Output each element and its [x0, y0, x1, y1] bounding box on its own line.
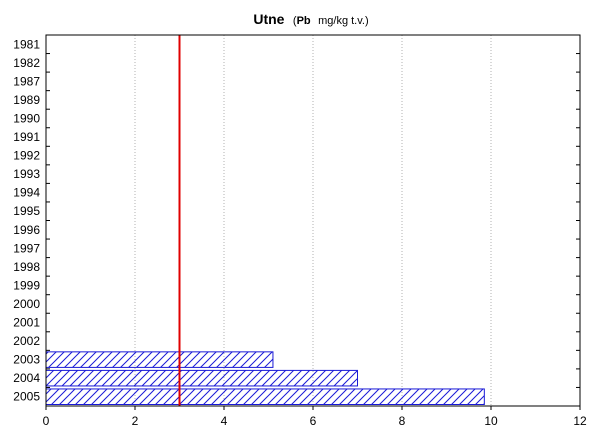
y-tick-label: 2001: [13, 316, 40, 330]
y-tick-label: 1992: [13, 149, 40, 163]
chart-title-unit: mg/kg t.v.): [318, 15, 369, 27]
y-tick-label: 2003: [13, 353, 40, 367]
y-tick-label: 1991: [13, 130, 40, 144]
y-tick-label: 1995: [13, 204, 40, 218]
y-tick-label: 1997: [13, 241, 40, 255]
y-axis-labels: 1981 1982 1987 1989 1990 1991 1992 1993 1994 1995…: [13, 37, 580, 404]
chart-title-element: Pb: [297, 15, 311, 27]
x-tick-label: 4: [221, 414, 228, 426]
chart-title-station: Utne: [253, 11, 284, 27]
y-tick-label: 2002: [13, 334, 40, 348]
grid: [134, 35, 492, 406]
y-tick-label: 2005: [13, 390, 40, 404]
bars: [45, 351, 485, 406]
y-tick-label: 1996: [13, 223, 40, 237]
x-tick-label: 6: [310, 414, 317, 426]
chart-title: Utne (Pb mg/kg t.v.): [253, 11, 368, 28]
x-tick-label: 2: [132, 414, 139, 426]
y-tick-label: 1982: [13, 56, 40, 70]
y-tick-label: 1990: [13, 111, 40, 125]
y-tick-label: 1994: [13, 186, 40, 200]
y-tick-label: 1999: [13, 278, 40, 292]
chart-title-paren: (: [293, 15, 297, 27]
y-tick-label: 2000: [13, 297, 40, 311]
bar-2004: [45, 369, 358, 387]
y-tick-label: 1981: [13, 37, 40, 51]
y-tick-label: 1998: [13, 260, 40, 274]
y-tick-label: 1987: [13, 74, 40, 88]
y-tick-label: 1989: [13, 93, 40, 107]
bar-2005: [45, 388, 485, 406]
x-tick-label: 8: [399, 414, 406, 426]
bar-2003: [45, 351, 274, 368]
y-tick-label: 2004: [13, 371, 40, 385]
x-axis-labels: 0 2 4 6 8 10 12: [43, 406, 587, 426]
x-tick-label: 0: [43, 414, 50, 426]
x-tick-label: 10: [484, 414, 498, 426]
x-tick-label: 12: [573, 414, 587, 426]
y-tick-label: 1993: [13, 167, 40, 181]
